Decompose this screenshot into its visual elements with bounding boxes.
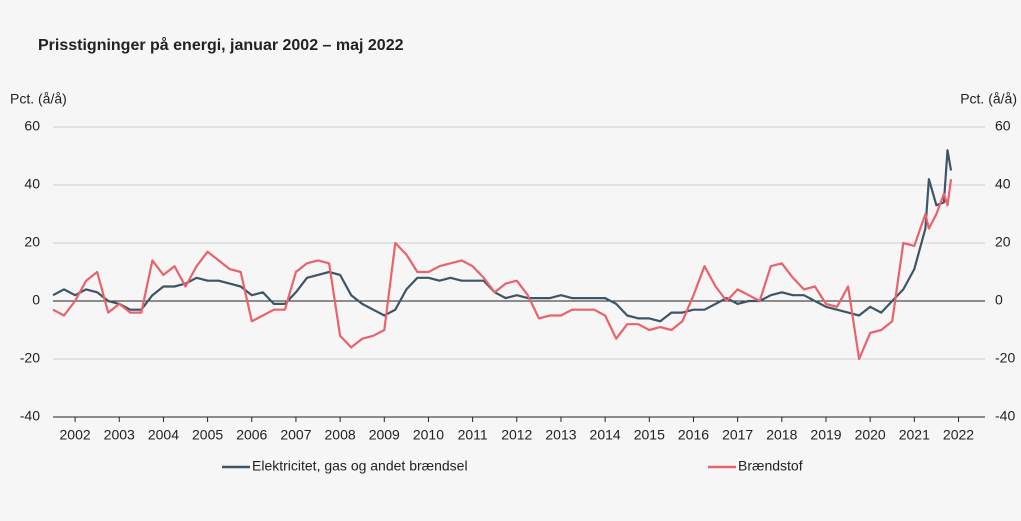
y-tick-label: 20 bbox=[24, 234, 40, 250]
y2-axis-label: Pct. (å/å) bbox=[960, 91, 1017, 107]
y-tick-label: 60 bbox=[24, 118, 40, 134]
y2-tick-label: -20 bbox=[995, 350, 1015, 366]
x-tick-label: 2005 bbox=[192, 427, 223, 443]
y2-tick-label: 40 bbox=[995, 176, 1011, 192]
legend-label: Elektricitet, gas og andet brændsel bbox=[252, 458, 468, 474]
y2-tick-label: 0 bbox=[995, 292, 1003, 308]
x-tick-label: 2002 bbox=[60, 427, 91, 443]
x-tick-label: 2015 bbox=[634, 427, 665, 443]
x-tick-label: 2006 bbox=[236, 427, 267, 443]
y-tick-label: -20 bbox=[20, 350, 40, 366]
x-tick-label: 2016 bbox=[678, 427, 709, 443]
legend-label: Brændstof bbox=[738, 458, 803, 474]
x-tick-label: 2018 bbox=[766, 427, 797, 443]
x-tick-label: 2003 bbox=[104, 427, 135, 443]
x-tick-label: 2012 bbox=[501, 427, 532, 443]
y-axis-label: Pct. (å/å) bbox=[10, 91, 67, 107]
series-line bbox=[52, 149, 953, 323]
chart-title: Prisstigninger på energi, januar 2002 – … bbox=[38, 36, 404, 54]
x-tick-label: 2010 bbox=[413, 427, 444, 443]
y2-tick-label: -40 bbox=[995, 408, 1015, 424]
x-tick-label: 2013 bbox=[545, 427, 576, 443]
x-tick-label: 2007 bbox=[280, 427, 311, 443]
x-tick-label: 2014 bbox=[590, 427, 621, 443]
x-tick-label: 2022 bbox=[943, 427, 974, 443]
x-tick-label: 2017 bbox=[722, 427, 753, 443]
x-tick-label: 2004 bbox=[148, 427, 179, 443]
y-tick-label: -40 bbox=[20, 408, 40, 424]
y2-tick-label: 20 bbox=[995, 234, 1011, 250]
y-tick-label: 0 bbox=[32, 292, 40, 308]
x-tick-label: 2008 bbox=[325, 427, 356, 443]
y-tick-label: 40 bbox=[24, 176, 40, 192]
series-line bbox=[52, 179, 953, 361]
y2-tick-label: 60 bbox=[995, 118, 1011, 134]
x-tick-label: 2020 bbox=[855, 427, 886, 443]
x-tick-label: 2009 bbox=[369, 427, 400, 443]
x-tick-label: 2011 bbox=[458, 427, 488, 443]
x-tick-label: 2021 bbox=[899, 427, 930, 443]
x-tick-label: 2019 bbox=[810, 427, 841, 443]
